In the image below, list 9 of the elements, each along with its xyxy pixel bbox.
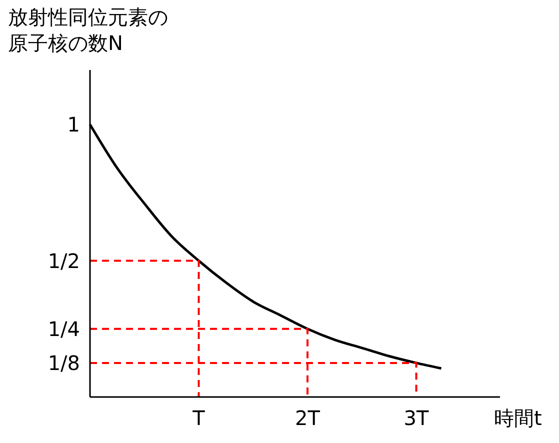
- x-tick-label: 2T: [295, 406, 321, 430]
- y-tick-label: 1/8: [48, 350, 80, 375]
- y-tick-label: 1: [67, 112, 80, 136]
- y-tick-label: 1/2: [48, 248, 80, 273]
- y-tick-label: 1/4: [48, 316, 80, 341]
- y-axis-title: 放射性同位元素の原子核の数N: [8, 5, 168, 55]
- x-tick-label: T: [192, 406, 206, 430]
- x-tick-label: 3T: [404, 406, 430, 430]
- x-axis-title: 時間t: [494, 406, 542, 430]
